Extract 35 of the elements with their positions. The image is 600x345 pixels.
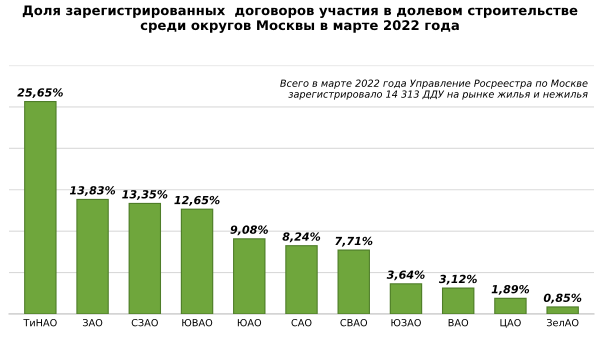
x-tick-label: ЮВАО: [182, 318, 212, 326]
data-label: 13,83%: [70, 186, 116, 196]
x-tick-label: ЗАО: [82, 318, 102, 326]
x-tick-label: ТиНАО: [23, 318, 57, 326]
bar: [390, 283, 422, 314]
x-tick-label: СЗАО: [132, 318, 158, 326]
data-label: 7,71%: [335, 236, 372, 247]
bar: [128, 202, 162, 314]
bar: [546, 306, 579, 314]
x-tick-label: ЗелАО: [546, 318, 578, 326]
bar: [76, 198, 109, 314]
data-label: 8,24%: [282, 232, 320, 242]
bar: [442, 288, 474, 314]
x-tick-label: ЦАО: [500, 318, 521, 328]
bar: [494, 298, 527, 314]
x-tick-label: СВАО: [340, 318, 368, 326]
data-label: 12,65%: [174, 196, 220, 206]
x-tick-label: ВАО: [448, 318, 468, 326]
bar: [338, 250, 370, 314]
bar: [180, 208, 214, 314]
bar: [285, 245, 318, 314]
data-label: 1,89%: [492, 284, 530, 295]
x-tick-label: ЮАО: [238, 318, 262, 326]
chart-title: Доля зарегистрированных договоров участия в долевом строительстве среди округов Москвы в марте 2022 года: [22, 5, 578, 33]
data-label: 13,35%: [122, 190, 168, 200]
data-label: 3,12%: [438, 274, 477, 285]
bar: [233, 238, 266, 314]
data-label: 9,08%: [230, 225, 268, 236]
x-tick-label: САО: [292, 318, 312, 326]
x-tick-label: ЮЗАО: [391, 318, 421, 326]
data-label: 3,64%: [386, 270, 425, 280]
bar: [24, 101, 57, 314]
data-label: 25,65%: [17, 88, 63, 98]
annotation: Всего в марте 2022 года Управление Росреестра по Москве зарегистрировало 14 313 ДДУ на рынке жилья и нежилья: [280, 80, 588, 100]
data-label: 0,85%: [544, 294, 582, 304]
